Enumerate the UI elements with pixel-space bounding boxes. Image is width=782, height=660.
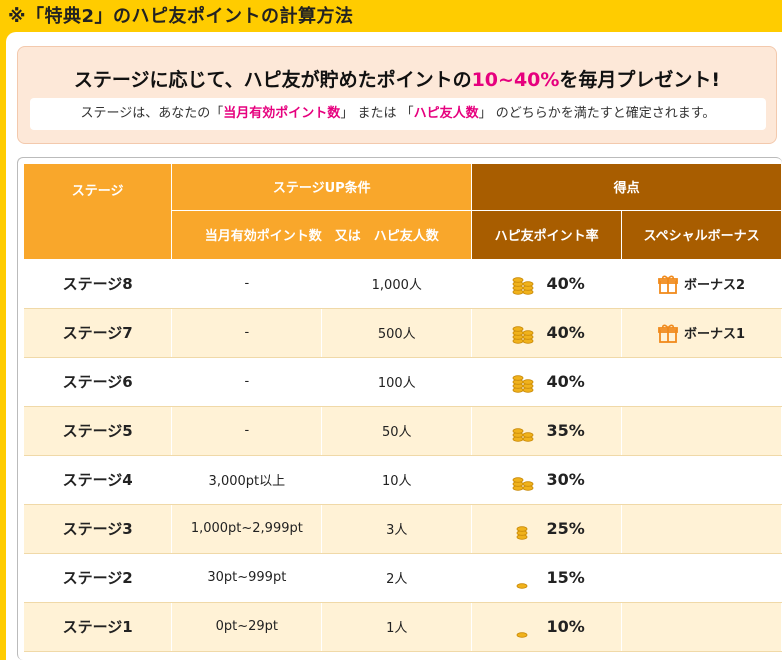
header-condition-sub: 当月有効ポイント数 又は ハピ友人数 <box>171 210 473 260</box>
header-bonus: スペシャルボーナス <box>621 210 782 260</box>
headline-suffix: を毎月プレゼント! <box>559 69 721 91</box>
stage-table: ステージ ステージUP条件 得点 当月有効ポイント数 又は ハピ友人数 ハピ友ポ… <box>24 164 782 652</box>
points-condition-cell: 3,000pt以上 <box>171 455 323 505</box>
bonus-label: ボーナス1 <box>684 327 746 342</box>
header-rate: ハピ友ポイント率 <box>471 210 623 260</box>
points-condition-cell: - <box>171 406 323 456</box>
points-condition-cell: - <box>171 308 323 358</box>
rate-cell: 35% <box>471 406 623 456</box>
friends-condition-cell: 10人 <box>321 455 473 505</box>
rate-value: 40% <box>546 274 585 293</box>
stage-cell: ステージ5 <box>24 406 173 456</box>
points-condition-cell: 0pt~29pt <box>171 602 323 652</box>
table-row: ステージ8-1,000人 40% ボーナス2 <box>24 259 782 309</box>
friends-condition-cell: 2人 <box>321 553 473 603</box>
bonus-cell: ボーナス2 <box>621 259 782 309</box>
table-row: ステージ3 1,000pt~2,999pt 3人 25% <box>24 504 782 554</box>
friends-condition-cell: 500人 <box>321 308 473 358</box>
coin-stack-icon <box>509 370 535 394</box>
stage-cell: ステージ7 <box>24 308 173 358</box>
bonus-cell <box>621 553 782 603</box>
bonus-cell: ボーナス1 <box>621 308 782 358</box>
bonus-label: ボーナス2 <box>684 278 746 293</box>
coin-stack-icon <box>509 321 535 345</box>
rate-cell: 25% <box>471 504 623 554</box>
header-condition: ステージUP条件 <box>171 164 473 211</box>
rate-cell: 40% <box>471 259 623 309</box>
coin-stack-icon <box>509 419 535 443</box>
table-row: ステージ4 3,000pt以上 10人 30% <box>24 455 782 505</box>
points-condition-cell: - <box>171 357 323 407</box>
gift-box-icon <box>658 274 678 294</box>
note-text-1: ステージは、あなたの「 <box>80 106 224 121</box>
bonus-cell <box>621 602 782 652</box>
rate-value: 15% <box>546 568 585 587</box>
friends-condition-cell: 100人 <box>321 357 473 407</box>
rate-value: 10% <box>546 617 585 636</box>
coin-stack-icon <box>509 566 535 590</box>
bonus-cell <box>621 357 782 407</box>
rate-value: 40% <box>546 323 585 342</box>
friends-condition-cell: 1,000人 <box>321 259 473 309</box>
table-row: ステージ1 0pt~29pt 1人 10% <box>24 602 782 652</box>
gift-box-icon <box>658 323 678 343</box>
friends-condition-cell: 3人 <box>321 504 473 554</box>
stage-cell: ステージ3 <box>24 504 173 554</box>
stage-cell: ステージ1 <box>24 602 173 652</box>
intro-box: ステージに応じて、ハピ友が貯めたポイントの10~40%を毎月プレゼント! ステー… <box>17 46 777 144</box>
rate-cell: 15% <box>471 553 623 603</box>
table-row: ステージ5-50人 35% <box>24 406 782 456</box>
friends-condition-cell: 50人 <box>321 406 473 456</box>
intro-headline: ステージに応じて、ハピ友が貯めたポイントの10~40%を毎月プレゼント! <box>18 65 776 92</box>
table-row: ステージ6-100人 40% <box>24 357 782 407</box>
header-stage: ステージ <box>24 164 173 260</box>
bonus-cell <box>621 406 782 456</box>
coin-stack-icon <box>509 615 535 639</box>
stage-cell: ステージ2 <box>24 553 173 603</box>
note-text-2: 」 または 「 <box>340 106 414 121</box>
note-highlight-points: 当月有効ポイント数 <box>223 106 341 121</box>
rate-value: 40% <box>546 372 585 391</box>
points-condition-cell: 1,000pt~2,999pt <box>171 504 323 554</box>
rate-cell: 40% <box>471 357 623 407</box>
coin-stack-icon <box>509 468 535 492</box>
rate-value: 35% <box>546 421 585 440</box>
bonus-cell <box>621 504 782 554</box>
stage-cell: ステージ6 <box>24 357 173 407</box>
header-reward: 得点 <box>471 164 782 211</box>
stage-cell: ステージ4 <box>24 455 173 505</box>
note-text-3: 」 のどちらかを満たすと確定されます。 <box>478 106 716 121</box>
note-highlight-friends: ハピ友人数 <box>413 106 479 121</box>
headline-text: ステージに応じて、ハピ友が貯めたポイントの <box>73 69 472 91</box>
rate-value: 30% <box>546 470 585 489</box>
table-row: ステージ2 30pt~999pt 2人 15% <box>24 553 782 603</box>
friends-condition-cell: 1人 <box>321 602 473 652</box>
rate-cell: 10% <box>471 602 623 652</box>
intro-note: ステージは、あなたの「当月有効ポイント数」 または 「ハピ友人数」 のどちらかを… <box>30 98 766 130</box>
rate-cell: 40% <box>471 308 623 358</box>
stage-cell: ステージ8 <box>24 259 173 309</box>
rate-cell: 30% <box>471 455 623 505</box>
page-title: ※「特典2」のハピ友ポイントの計算方法 <box>8 6 354 27</box>
table-row: ステージ7-500人 40% ボーナス1 <box>24 308 782 358</box>
bonus-cell <box>621 455 782 505</box>
rate-value: 25% <box>546 519 585 538</box>
coin-stack-icon <box>509 517 535 541</box>
coin-stack-icon <box>509 272 535 296</box>
headline-highlight: 10~40% <box>471 69 560 91</box>
points-condition-cell: - <box>171 259 323 309</box>
points-condition-cell: 30pt~999pt <box>171 553 323 603</box>
